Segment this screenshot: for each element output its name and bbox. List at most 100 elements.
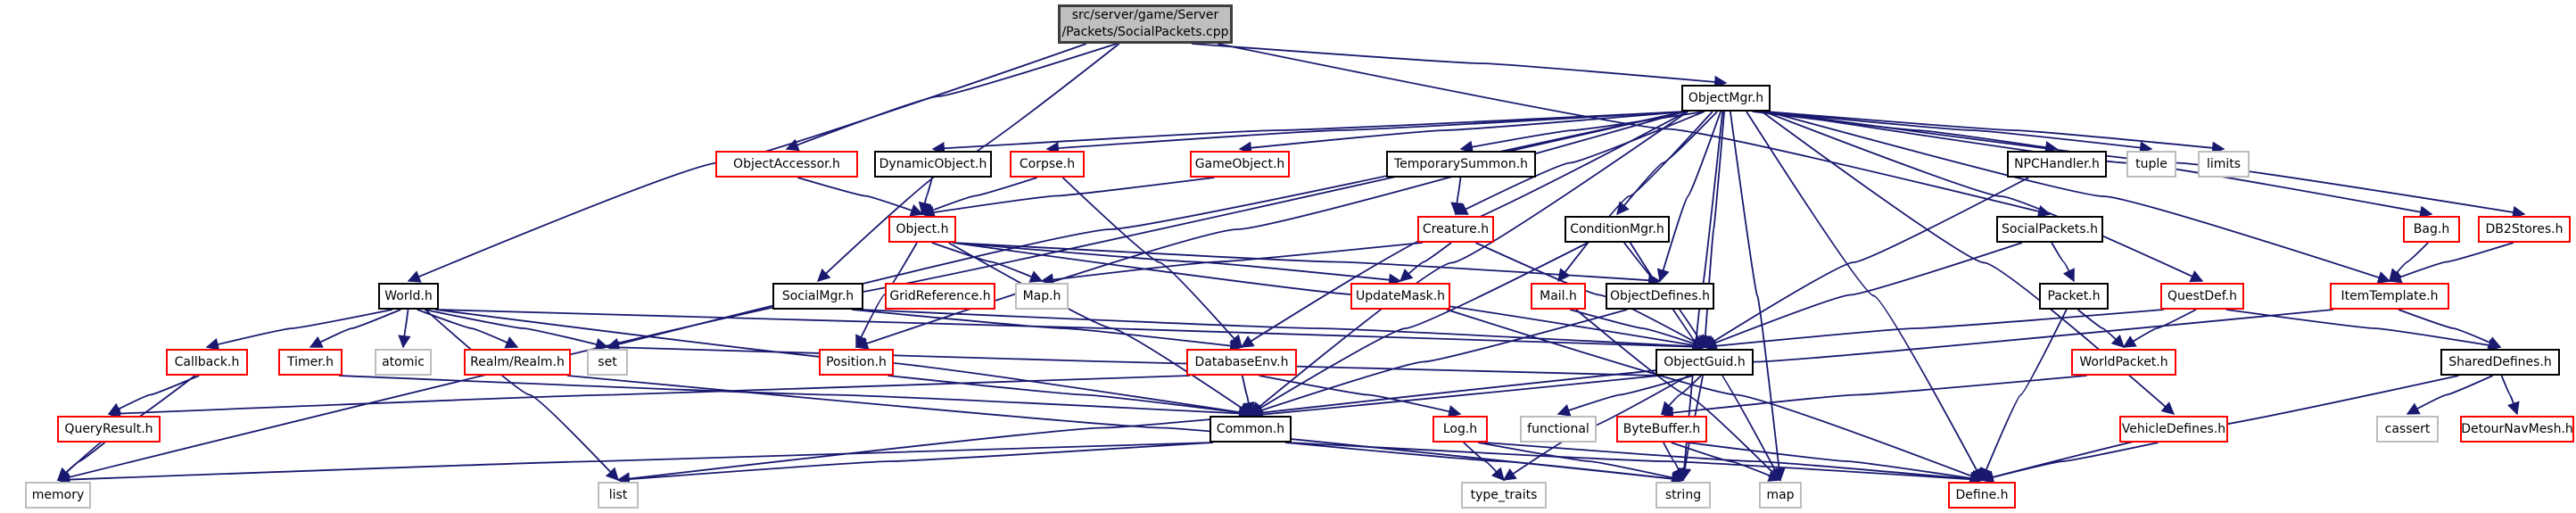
include-edge-world-to-set [424, 309, 609, 351]
include-edge-world-to-callback [205, 309, 393, 351]
include-edge-creature-to-map_h [1040, 242, 1423, 286]
node-object[interactable]: Object.h [888, 216, 956, 243]
node-callback[interactable]: Callback.h [166, 349, 248, 376]
include-edge-databaseenv-to-common [1241, 375, 1255, 416]
include-edge-mail-to-objectguid [1569, 309, 1706, 350]
node-queryresult[interactable]: QueryResult.h [57, 416, 161, 443]
node-updatemask[interactable]: UpdateMask.h [1350, 283, 1450, 310]
include-edge-queryresult-to-memory [56, 442, 106, 481]
node-creature[interactable]: Creature.h [1417, 216, 1494, 243]
include-edge-objectmgr-to-dynamicobject [931, 111, 1686, 155]
include-edge-object-to-objectdefines [952, 242, 1662, 287]
node-set[interactable]: set [587, 349, 628, 376]
include-edge-corpse-to-databaseenv [1061, 177, 1243, 349]
node-objectguid[interactable]: ObjectGuid.h [1655, 349, 1754, 376]
include-edge-common-to-memory [56, 442, 1214, 486]
node-detournavmesh[interactable]: DetourNavMesh.h [2460, 416, 2574, 443]
include-edge-timer-to-common [338, 375, 1252, 420]
include-edge-socialpackets_h-to-packet [2051, 242, 2075, 283]
node-objectaccessor[interactable]: ObjectAccessor.h [715, 151, 858, 178]
node-list[interactable]: list [598, 482, 639, 509]
node-objectmgr[interactable]: ObjectMgr.h [1681, 85, 1771, 112]
node-bytebuffer[interactable]: ByteBuffer.h [1616, 416, 1707, 443]
node-limits[interactable]: limits [2198, 151, 2250, 178]
include-edge-objectmgr-to-limits [1765, 111, 2225, 154]
include-edge-root-to-objectaccessor [785, 43, 1118, 152]
node-type-traits[interactable]: type_traits [1461, 482, 1547, 509]
node-socialmgr[interactable]: SocialMgr.h [772, 283, 863, 310]
node-string[interactable]: string [1655, 482, 1711, 509]
include-edge-packet-to-worldpacket [2076, 309, 2126, 349]
include-edge-shareddefines-to-cassert [2406, 375, 2494, 415]
node-root: src/server/game/Server/Packets/SocialPac… [1058, 4, 1233, 44]
node-realm[interactable]: Realm/Realm.h [464, 349, 571, 376]
include-edge-mail-to-map [1575, 309, 1782, 482]
include-edge-gameobject-to-object [921, 177, 1215, 219]
node-dynamicobject[interactable]: DynamicObject.h [874, 151, 992, 178]
node-itemtemplate[interactable]: ItemTemplate.h [2330, 283, 2449, 310]
node-gameobject[interactable]: GameObject.h [1190, 151, 1290, 178]
include-edge-creature-to-updatemask [1399, 242, 1452, 282]
include-edge-questdef-to-shareddefines [2225, 309, 2502, 352]
include-edge-socialpackets_h-to-objectguid [1703, 242, 2023, 349]
include-edge-objectmgr-to-conditionmgr [1616, 111, 1718, 216]
node-map[interactable]: map [1759, 482, 1802, 509]
node-map-h[interactable]: Map.h [1015, 283, 1069, 310]
include-edge-object-to-position [855, 242, 918, 349]
node-functional[interactable]: functional [1520, 416, 1597, 443]
node-tuple[interactable]: tuple [2126, 151, 2176, 178]
node-questdef[interactable]: QuestDef.h [2160, 283, 2244, 310]
node-objectdefines[interactable]: ObjectDefines.h [1606, 283, 1714, 310]
node-gridreference[interactable]: GridReference.h [885, 283, 995, 310]
include-edge-objectmgr-to-bag [1766, 111, 2433, 219]
node-packet[interactable]: Packet.h [2039, 283, 2109, 310]
node-conditionmgr[interactable]: ConditionMgr.h [1565, 216, 1670, 243]
include-edge-position-to-common [888, 375, 1252, 419]
node-temporarysummon[interactable]: TemporarySummon.h [1386, 151, 1536, 178]
node-atomic[interactable]: atomic [375, 349, 432, 376]
include-edge-world-to-objectguid [434, 309, 1706, 353]
include-edge-bytebuffer-to-define [1687, 442, 1984, 485]
node-mail[interactable]: Mail.h [1531, 283, 1586, 310]
include-edge-root-to-socialpackets_h [1217, 43, 2052, 218]
node-corpse[interactable]: Corpse.h [1010, 151, 1085, 178]
node-shareddefines[interactable]: SharedDefines.h [2440, 349, 2560, 376]
root-label-line: /Packets/SocialPackets.cpp [1061, 25, 1229, 39]
include-edge-objectguid-to-bytebuffer [1661, 375, 1702, 416]
include-edge-log-to-define [1483, 442, 1984, 486]
node-log[interactable]: Log.h [1432, 416, 1488, 443]
include-edge-objectmgr-to-gameobject [1238, 111, 1688, 154]
node-timer[interactable]: Timer.h [278, 349, 343, 376]
include-edge-objectmgr-to-itemtemplate [1766, 111, 2391, 284]
include-edge-log-to-type_traits [1463, 442, 1505, 482]
include-edge-object-to-map_h [931, 242, 1044, 283]
node-npchandler[interactable]: NPCHandler.h [2007, 151, 2107, 178]
include-edge-itemtemplate-to-shareddefines [2398, 309, 2502, 349]
include-edge-databaseenv-to-log [1259, 375, 1462, 418]
include-edge-objectmgr-to-tuple [1760, 111, 2153, 154]
include-edge-objectmgr-to-corpse [1045, 111, 1686, 155]
node-socialpackets-h[interactable]: SocialPackets.h [1996, 216, 2103, 243]
node-memory[interactable]: memory [25, 482, 91, 509]
node-vehicledefines[interactable]: VehicleDefines.h [2119, 416, 2228, 443]
include-edge-common-to-list [616, 442, 1214, 486]
include-edge-updatemask-to-define [1446, 309, 1984, 483]
include-edge-object-to-updatemask [952, 242, 1402, 286]
node-define[interactable]: Define.h [1948, 482, 2016, 509]
include-edge-objectaccessor-to-object [797, 177, 924, 217]
include-edge-root-to-objectmgr [1192, 43, 1728, 89]
node-databaseenv[interactable]: DatabaseEnv.h [1186, 349, 1297, 376]
include-edge-creature-to-objectguid [1474, 242, 1706, 348]
include-edge-callback-to-queryresult [107, 375, 200, 415]
node-position[interactable]: Position.h [819, 349, 894, 376]
node-db2stores[interactable]: DB2Stores.h [2478, 216, 2571, 243]
node-cassert[interactable]: cassert [2376, 416, 2439, 443]
include-edge-objectmgr-to-map [1729, 111, 1786, 482]
node-world[interactable]: World.h [378, 283, 439, 310]
include-edge-npchandler-to-objectguid [1703, 177, 2029, 348]
node-worldpacket[interactable]: WorldPacket.h [2071, 349, 2176, 376]
include-edge-bag-to-itemtemplate [2389, 242, 2429, 283]
node-bag[interactable]: Bag.h [2403, 216, 2460, 243]
node-common[interactable]: Common.h [1210, 416, 1292, 443]
include-edge-objectmgr-to-define [1746, 111, 1983, 482]
